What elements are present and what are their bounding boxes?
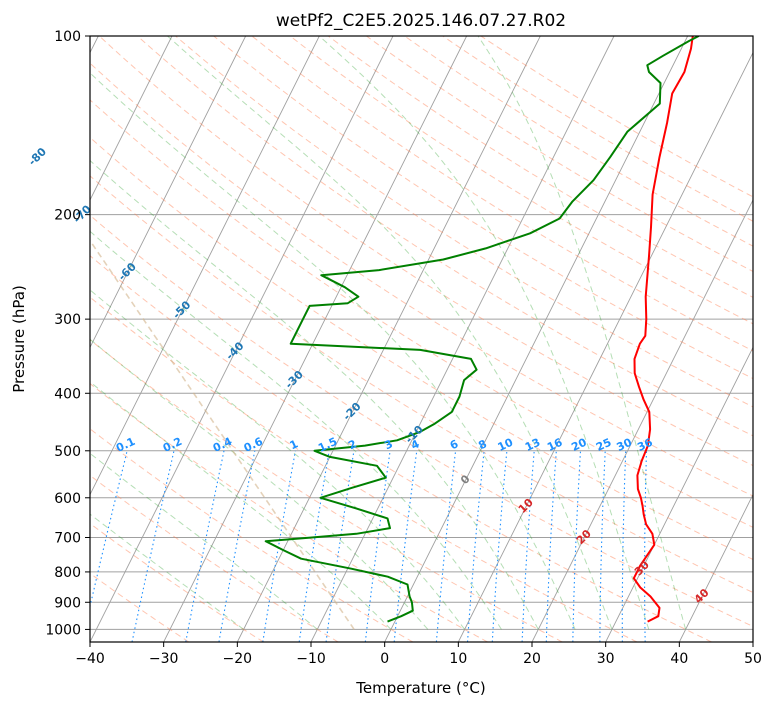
x-tick-label: 10 bbox=[449, 651, 467, 667]
mixing-ratio-line bbox=[325, 450, 355, 642]
isotherm-line bbox=[310, 36, 615, 642]
mixing-ratio-label: 20 bbox=[569, 436, 589, 454]
dry-adiabat-line bbox=[90, 474, 339, 642]
temperature-profile-line bbox=[632, 36, 694, 623]
mixing-ratio-line bbox=[262, 450, 296, 642]
isotherm-line bbox=[90, 36, 394, 642]
background-lines bbox=[90, 36, 753, 642]
mixing-ratio-line bbox=[185, 450, 225, 642]
y-tick-label: 300 bbox=[54, 312, 81, 328]
mixing-ratio-line bbox=[572, 450, 582, 642]
moist-adiabat-line bbox=[318, 36, 650, 630]
moist-adiabat-line bbox=[90, 381, 392, 630]
mixing-ratio-line bbox=[364, 450, 391, 642]
lcl-curve bbox=[90, 239, 355, 630]
plot-frame bbox=[89, 35, 754, 643]
moist-adiabat-line bbox=[167, 36, 613, 630]
axis-ticks: −40 −30 −20 −10 0 10 20 30 40 50 100 200 300 400 500 60… bbox=[45, 29, 762, 667]
mixing-ratio-label: 16 bbox=[545, 436, 565, 454]
isotherm-line bbox=[605, 346, 753, 642]
moist-adiabat-line bbox=[90, 72, 576, 630]
moist-adiabat-line bbox=[90, 452, 318, 630]
y-tick-label: 100 bbox=[54, 29, 81, 45]
mixing-ratio-line bbox=[491, 450, 508, 642]
mixing-ratio-label: 30 bbox=[615, 436, 635, 454]
y-tick-label: 200 bbox=[54, 208, 81, 224]
y-tick-label: 1000 bbox=[45, 622, 81, 638]
moist-adiabat-line bbox=[90, 230, 502, 630]
y-axis-label: Pressure (hPa) bbox=[10, 285, 28, 393]
dry-adiabat-line bbox=[213, 36, 753, 380]
isotherm-line bbox=[90, 36, 173, 202]
moist-adiabat-line bbox=[477, 36, 687, 630]
chart-title: wetPf2_C2E5.2025.146.07.27.R02 bbox=[276, 11, 566, 31]
mixing-ratio-line bbox=[621, 450, 627, 642]
mixing-ratio-line bbox=[298, 450, 330, 642]
dry-adiabat-line bbox=[90, 175, 753, 594]
dry-adiabat-line bbox=[90, 99, 753, 528]
mixing-ratio-line bbox=[599, 450, 606, 642]
y-tick-label: 800 bbox=[54, 565, 81, 581]
dry-adiabat-line bbox=[90, 255, 712, 642]
x-tick-label: 50 bbox=[744, 651, 762, 667]
y-tick-label: 900 bbox=[54, 595, 81, 611]
dry-adiabat-line bbox=[90, 214, 753, 627]
dry-adiabat-line bbox=[98, 36, 753, 467]
x-tick-label: 30 bbox=[597, 651, 615, 667]
isotherm-line bbox=[531, 198, 753, 642]
isotherm-line bbox=[163, 36, 468, 642]
dewpoint-profile-line bbox=[264, 36, 700, 623]
mixing-ratio-line bbox=[466, 450, 485, 642]
mixing-ratio-line bbox=[218, 450, 256, 642]
y-tick-label: 600 bbox=[54, 491, 81, 507]
isotherm-line bbox=[457, 51, 753, 642]
mixing-ratio-label: 13 bbox=[523, 436, 542, 454]
dry-adiabat-line bbox=[251, 36, 753, 352]
dry-adiabat-line bbox=[90, 62, 753, 497]
y-tick-label: 500 bbox=[54, 444, 81, 460]
dry-adiabat-line bbox=[90, 572, 190, 642]
isotherm-line bbox=[90, 36, 247, 349]
mixing-ratio-label: 25 bbox=[594, 436, 613, 454]
x-tick-label: −40 bbox=[75, 651, 105, 667]
dry-adiabat-line bbox=[90, 382, 488, 642]
x-tick-label: 0 bbox=[380, 651, 389, 667]
mixing-ratio-line bbox=[521, 450, 535, 642]
x-tick-label: 40 bbox=[670, 651, 688, 667]
y-tick-label: 700 bbox=[54, 531, 81, 547]
mixing-ratio-line bbox=[435, 450, 457, 642]
isotherm-line bbox=[90, 36, 320, 496]
dry-adiabat-line bbox=[90, 428, 414, 642]
mixing-ratio-label: 10 bbox=[496, 436, 516, 454]
mixing-ratio-line bbox=[644, 450, 648, 642]
dry-adiabat-line bbox=[90, 136, 753, 561]
dry-adiabat-line bbox=[90, 339, 563, 642]
y-tick-label: 400 bbox=[54, 386, 81, 402]
isotherm-line bbox=[236, 36, 541, 642]
x-tick-label: −30 bbox=[149, 651, 179, 667]
x-tick-label: −10 bbox=[296, 651, 326, 667]
isotherm-line bbox=[384, 36, 689, 642]
isotherm-line bbox=[678, 493, 753, 642]
profiles bbox=[264, 36, 700, 623]
x-axis-label: Temperature (°C) bbox=[355, 679, 485, 697]
moist-adiabat-line bbox=[90, 159, 539, 630]
mixing-ratio-label: 36 bbox=[635, 436, 655, 454]
moist-adiabat-line bbox=[90, 289, 466, 630]
x-tick-label: −20 bbox=[223, 651, 253, 667]
x-tick-label: 20 bbox=[523, 651, 541, 667]
mixing-ratio-line bbox=[545, 450, 557, 642]
